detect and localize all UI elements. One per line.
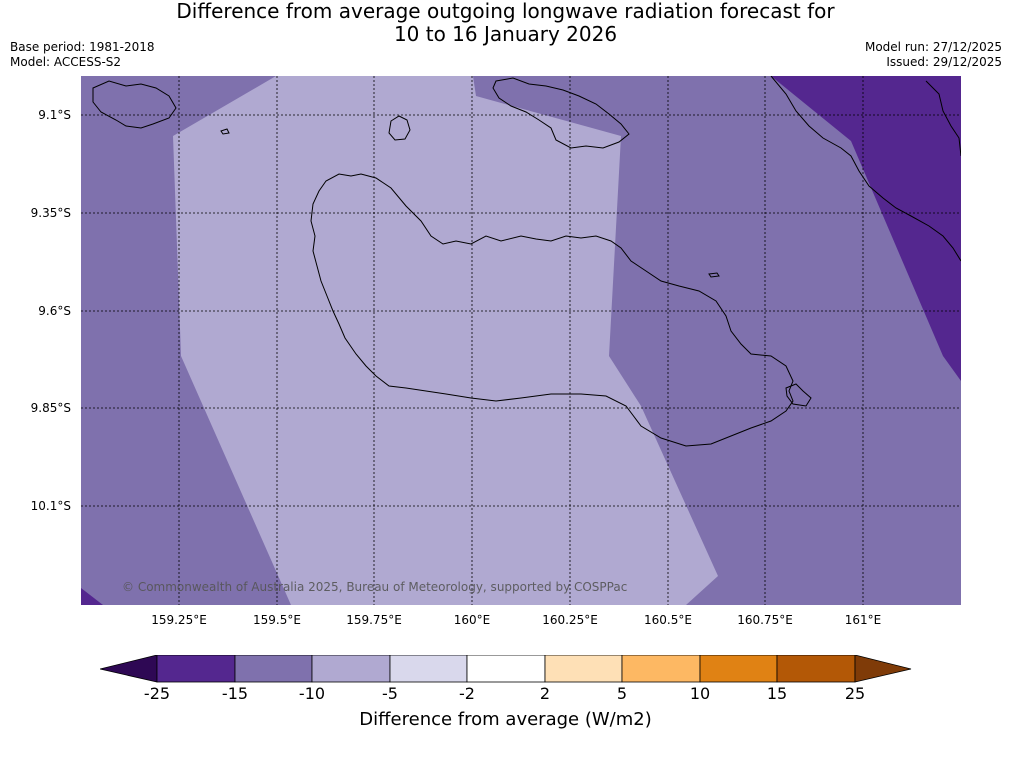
- colorbar-extend-high: [854, 654, 912, 683]
- coastline-small-islet: [785, 383, 812, 407]
- coastline-malaita: [770, 76, 961, 262]
- colorbar-bin-7: [621, 654, 701, 683]
- band-minus-5: [173, 76, 718, 605]
- lat-label-4: 9.85°S: [30, 401, 71, 415]
- coastline-guadalcanal: [310, 173, 794, 447]
- colorbar-bin-9: [776, 654, 856, 683]
- lat-label-3: 9.6°S: [38, 304, 71, 318]
- grid-lines: [81, 76, 961, 605]
- colorbar-tick-7: 5: [616, 684, 628, 703]
- colorbar-bin-1: [156, 654, 236, 683]
- map-panel: [81, 76, 961, 605]
- issued-date: Issued: 29/12/2025: [886, 55, 1002, 69]
- colorbar-tick-9: 15: [766, 684, 788, 703]
- colorbar-bin-5: [466, 654, 546, 683]
- model-name: Model: ACCESS-S2: [10, 55, 122, 69]
- coastline-islet-2: [708, 272, 720, 278]
- lat-label-2: 9.35°S: [30, 206, 71, 220]
- colorbar-svg: [99, 654, 912, 683]
- lon-label-4: 160°E: [453, 613, 491, 627]
- lon-label-5: 160.25°E: [542, 613, 598, 627]
- colorbar-tick-1: -25: [143, 684, 171, 703]
- band-minus-15-sw: [81, 588, 103, 605]
- lat-label-5: 10.1°S: [30, 499, 71, 513]
- colorbar-bin-6: [544, 654, 623, 683]
- lon-label-8: 161°E: [844, 613, 882, 627]
- coastline-russell-islands: [92, 80, 177, 129]
- colorbar-tick-2: -15: [221, 684, 249, 703]
- model-run: Model run: 27/12/2025: [864, 40, 1002, 54]
- colorbar-tick-3: -10: [298, 684, 326, 703]
- meta-right: Model run: 27/12/2025 Issued: 29/12/2025: [865, 40, 1002, 70]
- band-minus-15-east: [771, 76, 961, 381]
- lon-label-7: 160.75°E: [737, 613, 793, 627]
- colorbar-tick-6: 2: [539, 684, 551, 703]
- base-period: Base period: 1981-2018: [10, 40, 155, 54]
- coastlines: [92, 76, 961, 447]
- lon-label-1: 159.25°E: [151, 613, 207, 627]
- lon-label-3: 159.75°E: [346, 613, 402, 627]
- copyright-notice: © Commonwealth of Australia 2025, Bureau…: [122, 580, 628, 594]
- lon-label-2: 159.5°E: [253, 613, 301, 627]
- colorbar-bin-4: [389, 654, 468, 683]
- colorbar-tick-5: -2: [459, 684, 475, 703]
- coastline-islet-3: [220, 128, 230, 135]
- map-title: Difference from average outgoing longwav…: [0, 0, 1011, 46]
- colorbar-tick-4: -5: [382, 684, 398, 703]
- map-svg: [81, 76, 961, 605]
- meta-left: Base period: 1981-2018 Model: ACCESS-S2: [10, 40, 155, 70]
- colorbar-bin-2: [234, 654, 313, 683]
- colorbar-tick-10: 25: [844, 684, 866, 703]
- title-line-1: Difference from average outgoing longwav…: [176, 0, 835, 23]
- lon-label-6: 160.5°E: [644, 613, 692, 627]
- coastline-savo: [388, 115, 411, 141]
- colorbar-label: Difference from average (W/m2): [359, 709, 652, 730]
- coastline-malaita-east: [925, 80, 961, 157]
- colorbar-extend-low: [99, 654, 158, 683]
- lat-label-1: 9.1°S: [38, 108, 71, 122]
- colorbar-tick-8: 10: [689, 684, 711, 703]
- colorbar-bin-8: [699, 654, 778, 683]
- coastline-florida-islands: [492, 77, 630, 149]
- colorbar: [99, 654, 912, 687]
- colorbar-bin-3: [311, 654, 391, 683]
- title-line-2: 10 to 16 January 2026: [393, 22, 618, 46]
